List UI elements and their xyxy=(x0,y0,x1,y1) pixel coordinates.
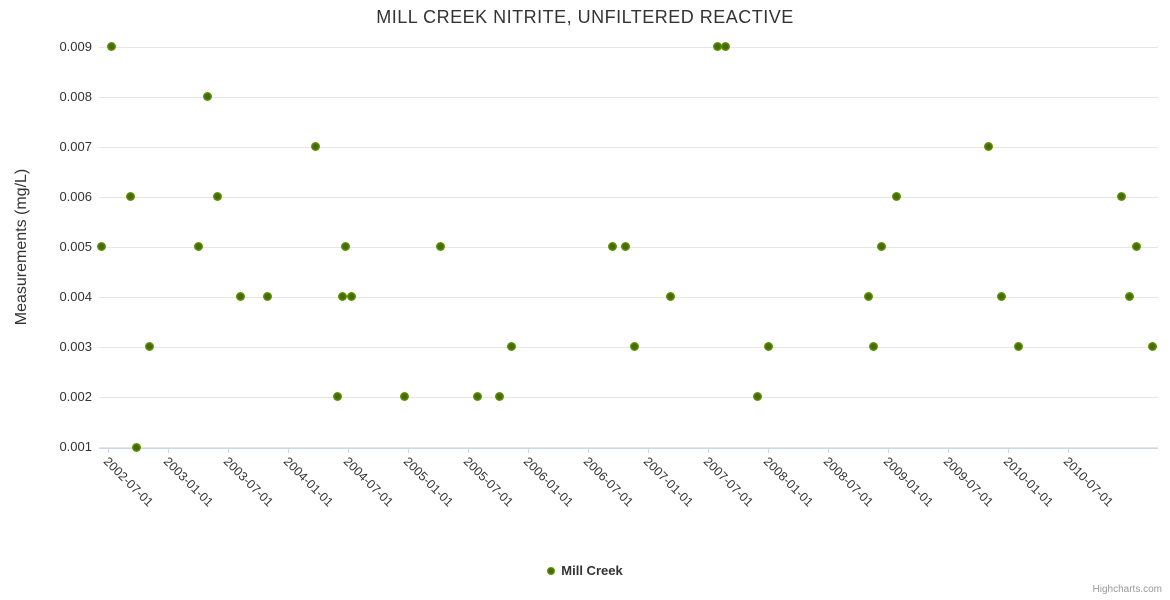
x-axis-tick xyxy=(1008,448,1010,453)
data-point[interactable] xyxy=(753,392,763,402)
y-axis-tick-label: 0.008 xyxy=(59,88,92,104)
legend: Mill Creek xyxy=(0,563,1170,578)
x-axis-tick xyxy=(528,448,530,453)
x-axis-tick-label: 2010-01-01 xyxy=(1001,454,1057,510)
data-point[interactable] xyxy=(1014,342,1024,352)
data-point[interactable] xyxy=(333,392,343,402)
data-point[interactable] xyxy=(311,142,321,152)
x-axis-tick-label: 2009-01-01 xyxy=(881,454,937,510)
y-gridline xyxy=(99,396,1158,398)
y-gridline xyxy=(99,447,1158,448)
x-axis-tick-label: 2003-01-01 xyxy=(160,454,216,510)
y-axis-tick-label: 0.001 xyxy=(59,439,92,454)
data-point[interactable] xyxy=(399,392,409,402)
x-axis-tick xyxy=(587,448,589,453)
data-point[interactable] xyxy=(713,42,723,52)
data-point[interactable] xyxy=(1116,192,1126,202)
data-point[interactable] xyxy=(1147,342,1157,352)
highcharts-credit-link[interactable]: Highcharts.com xyxy=(1092,584,1162,595)
data-point[interactable] xyxy=(1125,292,1135,302)
x-axis-tick-label: 2006-07-01 xyxy=(580,454,636,510)
x-axis-tick xyxy=(168,448,170,453)
data-point[interactable] xyxy=(629,342,639,352)
data-point[interactable] xyxy=(126,192,136,202)
x-axis-tick xyxy=(1067,448,1069,453)
x-axis-tick-label: 2009-07-01 xyxy=(940,454,996,510)
data-point[interactable] xyxy=(213,192,223,202)
x-axis-tick xyxy=(888,448,890,453)
data-point[interactable] xyxy=(132,442,142,452)
x-axis-tick xyxy=(467,448,469,453)
x-axis-tick xyxy=(707,448,709,453)
y-axis-tick-label: 0.007 xyxy=(59,138,92,154)
data-point[interactable] xyxy=(868,342,878,352)
data-point[interactable] xyxy=(996,292,1006,302)
data-point[interactable] xyxy=(1131,242,1141,252)
x-axis-tick-label: 2005-07-01 xyxy=(460,454,516,510)
data-point[interactable] xyxy=(983,142,993,152)
data-point[interactable] xyxy=(96,242,106,252)
x-axis-tick xyxy=(768,448,770,453)
data-point[interactable] xyxy=(338,292,348,302)
data-point[interactable] xyxy=(621,242,631,252)
data-point[interactable] xyxy=(194,242,204,252)
x-axis-tick xyxy=(408,448,410,453)
x-axis-line xyxy=(99,448,1158,449)
y-gridline xyxy=(99,146,1158,148)
data-point[interactable] xyxy=(473,392,483,402)
x-axis-tick-label: 2006-01-01 xyxy=(521,454,577,510)
data-point[interactable] xyxy=(144,342,154,352)
y-gridline xyxy=(99,96,1158,98)
y-axis-title: Measurements (mg/L) xyxy=(13,168,30,326)
x-axis-tick-label: 2008-07-01 xyxy=(820,454,876,510)
x-axis-tick xyxy=(107,448,109,453)
data-point[interactable] xyxy=(202,92,212,102)
data-point[interactable] xyxy=(236,292,246,302)
x-axis-tick-label: 2008-01-01 xyxy=(760,454,817,510)
x-axis-tick xyxy=(648,448,650,453)
y-gridline xyxy=(99,346,1158,348)
legend-item-mill-creek[interactable]: Mill Creek xyxy=(561,563,623,578)
x-axis-tick-label: 2010-07-01 xyxy=(1060,454,1116,510)
y-axis-tick-label: 0.004 xyxy=(59,288,92,304)
data-point[interactable] xyxy=(608,242,618,252)
y-axis-tick-label: 0.006 xyxy=(59,188,92,204)
x-axis-tick-label: 2007-01-01 xyxy=(641,454,697,510)
y-gridline xyxy=(99,296,1158,298)
data-point[interactable] xyxy=(666,292,676,302)
y-gridline xyxy=(99,46,1158,48)
data-point[interactable] xyxy=(346,292,356,302)
x-axis-tick-label: 2005-01-01 xyxy=(401,454,457,510)
y-axis-tick-label: 0.009 xyxy=(59,38,92,54)
y-gridline xyxy=(99,196,1158,198)
data-point[interactable] xyxy=(763,342,773,352)
x-axis-tick xyxy=(947,448,949,453)
data-point[interactable] xyxy=(341,242,351,252)
x-axis-tick xyxy=(347,448,349,453)
data-point[interactable] xyxy=(876,242,886,252)
x-axis-tick-label: 2002-07-01 xyxy=(100,454,156,510)
x-axis-tick-label: 2007-07-01 xyxy=(700,454,756,510)
y-axis-tick-label: 0.002 xyxy=(59,388,92,404)
data-point[interactable] xyxy=(891,192,901,202)
data-point[interactable] xyxy=(506,342,516,352)
data-point[interactable] xyxy=(106,42,116,52)
data-point[interactable] xyxy=(721,42,731,52)
data-point[interactable] xyxy=(494,392,504,402)
chart-title: MILL CREEK NITRITE, UNFILTERED REACTIVE xyxy=(376,7,794,27)
data-point[interactable] xyxy=(436,242,446,252)
x-axis-tick xyxy=(227,448,229,453)
data-point[interactable] xyxy=(263,292,273,302)
x-axis-tick-label: 2004-01-01 xyxy=(280,454,336,510)
legend-marker-icon xyxy=(547,566,556,575)
x-axis-tick-label: 2003-07-01 xyxy=(220,454,276,510)
x-axis-tick xyxy=(287,448,289,453)
x-axis-tick-label: 2004-07-01 xyxy=(340,454,396,510)
data-point[interactable] xyxy=(863,292,873,302)
y-axis-tick-label: 0.005 xyxy=(59,238,92,254)
y-axis-tick-label: 0.003 xyxy=(59,338,92,354)
x-axis-tick xyxy=(828,448,829,453)
